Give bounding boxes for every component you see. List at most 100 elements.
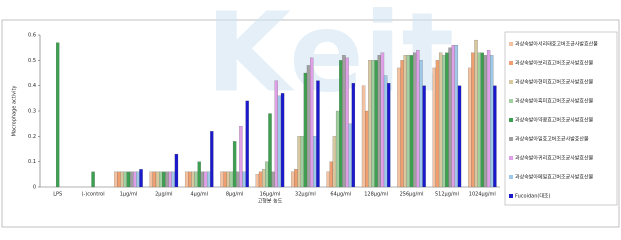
bar: [280, 93, 285, 188]
bar: [339, 60, 343, 188]
legend-swatch: [509, 61, 513, 65]
legend-label: 과상숙발아현미효고버조균사발효산물: [515, 79, 594, 86]
x-tick-label: (-)control: [82, 192, 105, 198]
bar: [361, 85, 366, 188]
bar: [365, 110, 369, 188]
bar: [184, 171, 189, 188]
bar: [413, 52, 417, 188]
bar: [223, 171, 227, 188]
bar: [188, 171, 192, 188]
bar: [149, 171, 153, 188]
bar: [56, 42, 60, 188]
bar: [438, 52, 443, 188]
legend-box: [504, 31, 618, 206]
bar: [152, 171, 157, 188]
bar: [123, 171, 127, 188]
bar: [422, 85, 426, 188]
bar: [332, 136, 337, 188]
bar: [316, 80, 320, 188]
bar: [371, 60, 375, 188]
chart: Keit Macrophage activity 고형분 농도 00.10.20…: [1, 0, 620, 228]
bar: [136, 171, 140, 188]
bar: [351, 83, 356, 188]
bar: [490, 55, 494, 188]
legend-swatch: [509, 99, 513, 103]
bar: [377, 55, 381, 188]
legend-label: 과상숙발아서리태효고버조균사발효산물: [515, 41, 598, 48]
bar: [139, 169, 143, 188]
bar: [403, 55, 407, 188]
bar: [262, 169, 266, 188]
bar: [197, 161, 201, 188]
bar: [200, 171, 205, 188]
bar: [162, 171, 166, 188]
bar: [419, 60, 423, 188]
bar: [303, 72, 308, 188]
bar: [480, 52, 484, 188]
legend-label: 과상숙발아메밀효고버조균사발효산물: [515, 174, 594, 181]
bar: [310, 57, 314, 188]
bar: [448, 47, 452, 188]
legend-swatch: [509, 156, 513, 160]
bar: [226, 171, 230, 188]
bar: [168, 171, 172, 188]
bar: [468, 67, 472, 188]
bar: [416, 50, 420, 188]
bar: [374, 60, 378, 188]
bar: [477, 52, 481, 188]
bar: [442, 55, 446, 188]
y-tick-label: 0.4: [28, 83, 36, 89]
y-tick-label: 0.1: [28, 159, 36, 165]
bar: [342, 55, 346, 188]
bar: [155, 171, 160, 188]
bar: [194, 171, 198, 188]
bar: [129, 171, 134, 188]
legend-label: Fucoidan(대조): [515, 193, 551, 200]
bar: [229, 171, 234, 188]
legend-swatch: [509, 137, 513, 141]
legend-swatch: [509, 175, 513, 179]
x-tick-label: 128μg/ml: [364, 192, 388, 198]
bar: [486, 50, 491, 188]
bar: [397, 67, 401, 188]
bar: [191, 171, 195, 188]
bar: [206, 171, 211, 188]
bar: [114, 171, 118, 188]
bar: [474, 39, 478, 188]
bar: [368, 60, 372, 188]
bar: [203, 171, 208, 188]
bar: [242, 171, 246, 188]
x-tick-label: 2μg/ml: [155, 192, 172, 198]
bar: [91, 171, 95, 188]
bar: [245, 100, 249, 188]
bar: [258, 171, 263, 188]
bar: [451, 45, 455, 188]
x-tick-label: 1024μg/ml: [469, 192, 496, 198]
y-tick-label: 0.3: [28, 109, 36, 115]
bar: [483, 55, 488, 188]
bar: [174, 153, 179, 188]
bar: [313, 136, 317, 188]
bar: [271, 171, 275, 188]
bar: [306, 65, 311, 188]
bar: [294, 169, 298, 188]
bar: [329, 161, 334, 188]
bar: [387, 83, 391, 188]
bar: [400, 60, 404, 188]
legend-swatch: [509, 42, 513, 46]
x-tick-label: 64μg/ml: [330, 192, 351, 198]
y-tick-label: 0.6: [28, 33, 36, 39]
bar: [406, 55, 411, 188]
bar: [159, 171, 163, 188]
bar: [445, 52, 449, 188]
bar: [435, 60, 440, 188]
bar: [383, 75, 388, 188]
x-tick-label: 1μg/ml: [120, 192, 137, 198]
bar: [239, 126, 243, 188]
bar: [380, 52, 385, 188]
bar: [120, 171, 124, 188]
legend-swatch: [509, 118, 513, 122]
bar: [345, 57, 349, 188]
y-tick-label: 0.2: [28, 134, 36, 140]
x-tick-label: LPS: [53, 192, 62, 198]
